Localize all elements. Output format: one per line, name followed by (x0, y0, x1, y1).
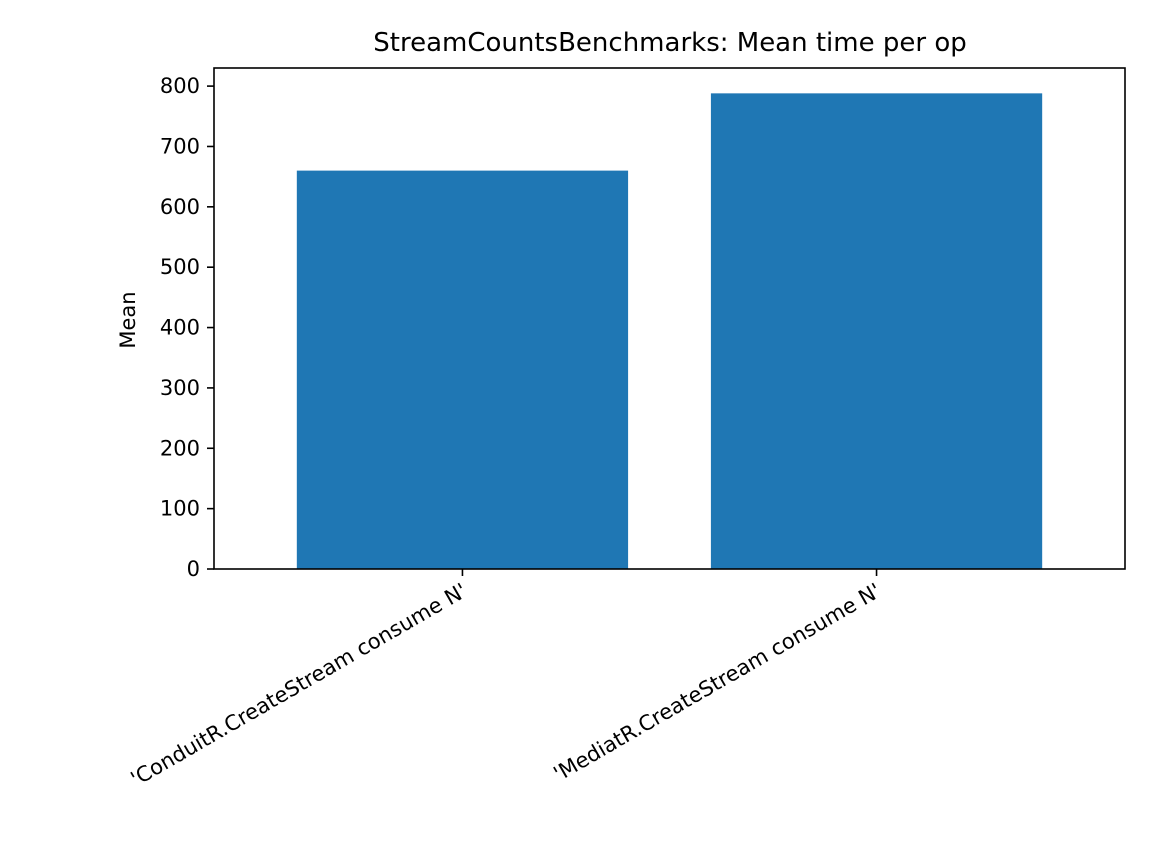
y-tick-label: 600 (160, 195, 200, 219)
bar (710, 93, 1043, 569)
y-tick-label: 500 (160, 255, 200, 279)
bars (296, 93, 1043, 570)
chart-title: StreamCountsBenchmarks: Mean time per op (373, 28, 966, 58)
y-axis-label: Mean (116, 291, 140, 348)
y-tick-label: 100 (160, 497, 200, 521)
x-tick-label: 'MediatR.CreateStream consume N' (550, 579, 885, 787)
y-tick-label: 0 (187, 557, 200, 581)
y-tick-label: 300 (160, 376, 200, 400)
y-tick-label: 800 (160, 74, 200, 98)
y-tick-label: 400 (160, 316, 200, 340)
y-tick-label: 200 (160, 436, 200, 460)
plot-area-frame (213, 67, 1126, 570)
x-tick-label: 'ConduitR.CreateStream consume N' (127, 579, 471, 792)
y-tick-label: 700 (160, 134, 200, 158)
y-axis-ticks: 0 100 200 300 400 500 600 700 800 (160, 74, 214, 581)
bar (296, 170, 629, 570)
x-axis-ticks: 'ConduitR.CreateStream consume N' 'Mediat… (127, 569, 885, 791)
